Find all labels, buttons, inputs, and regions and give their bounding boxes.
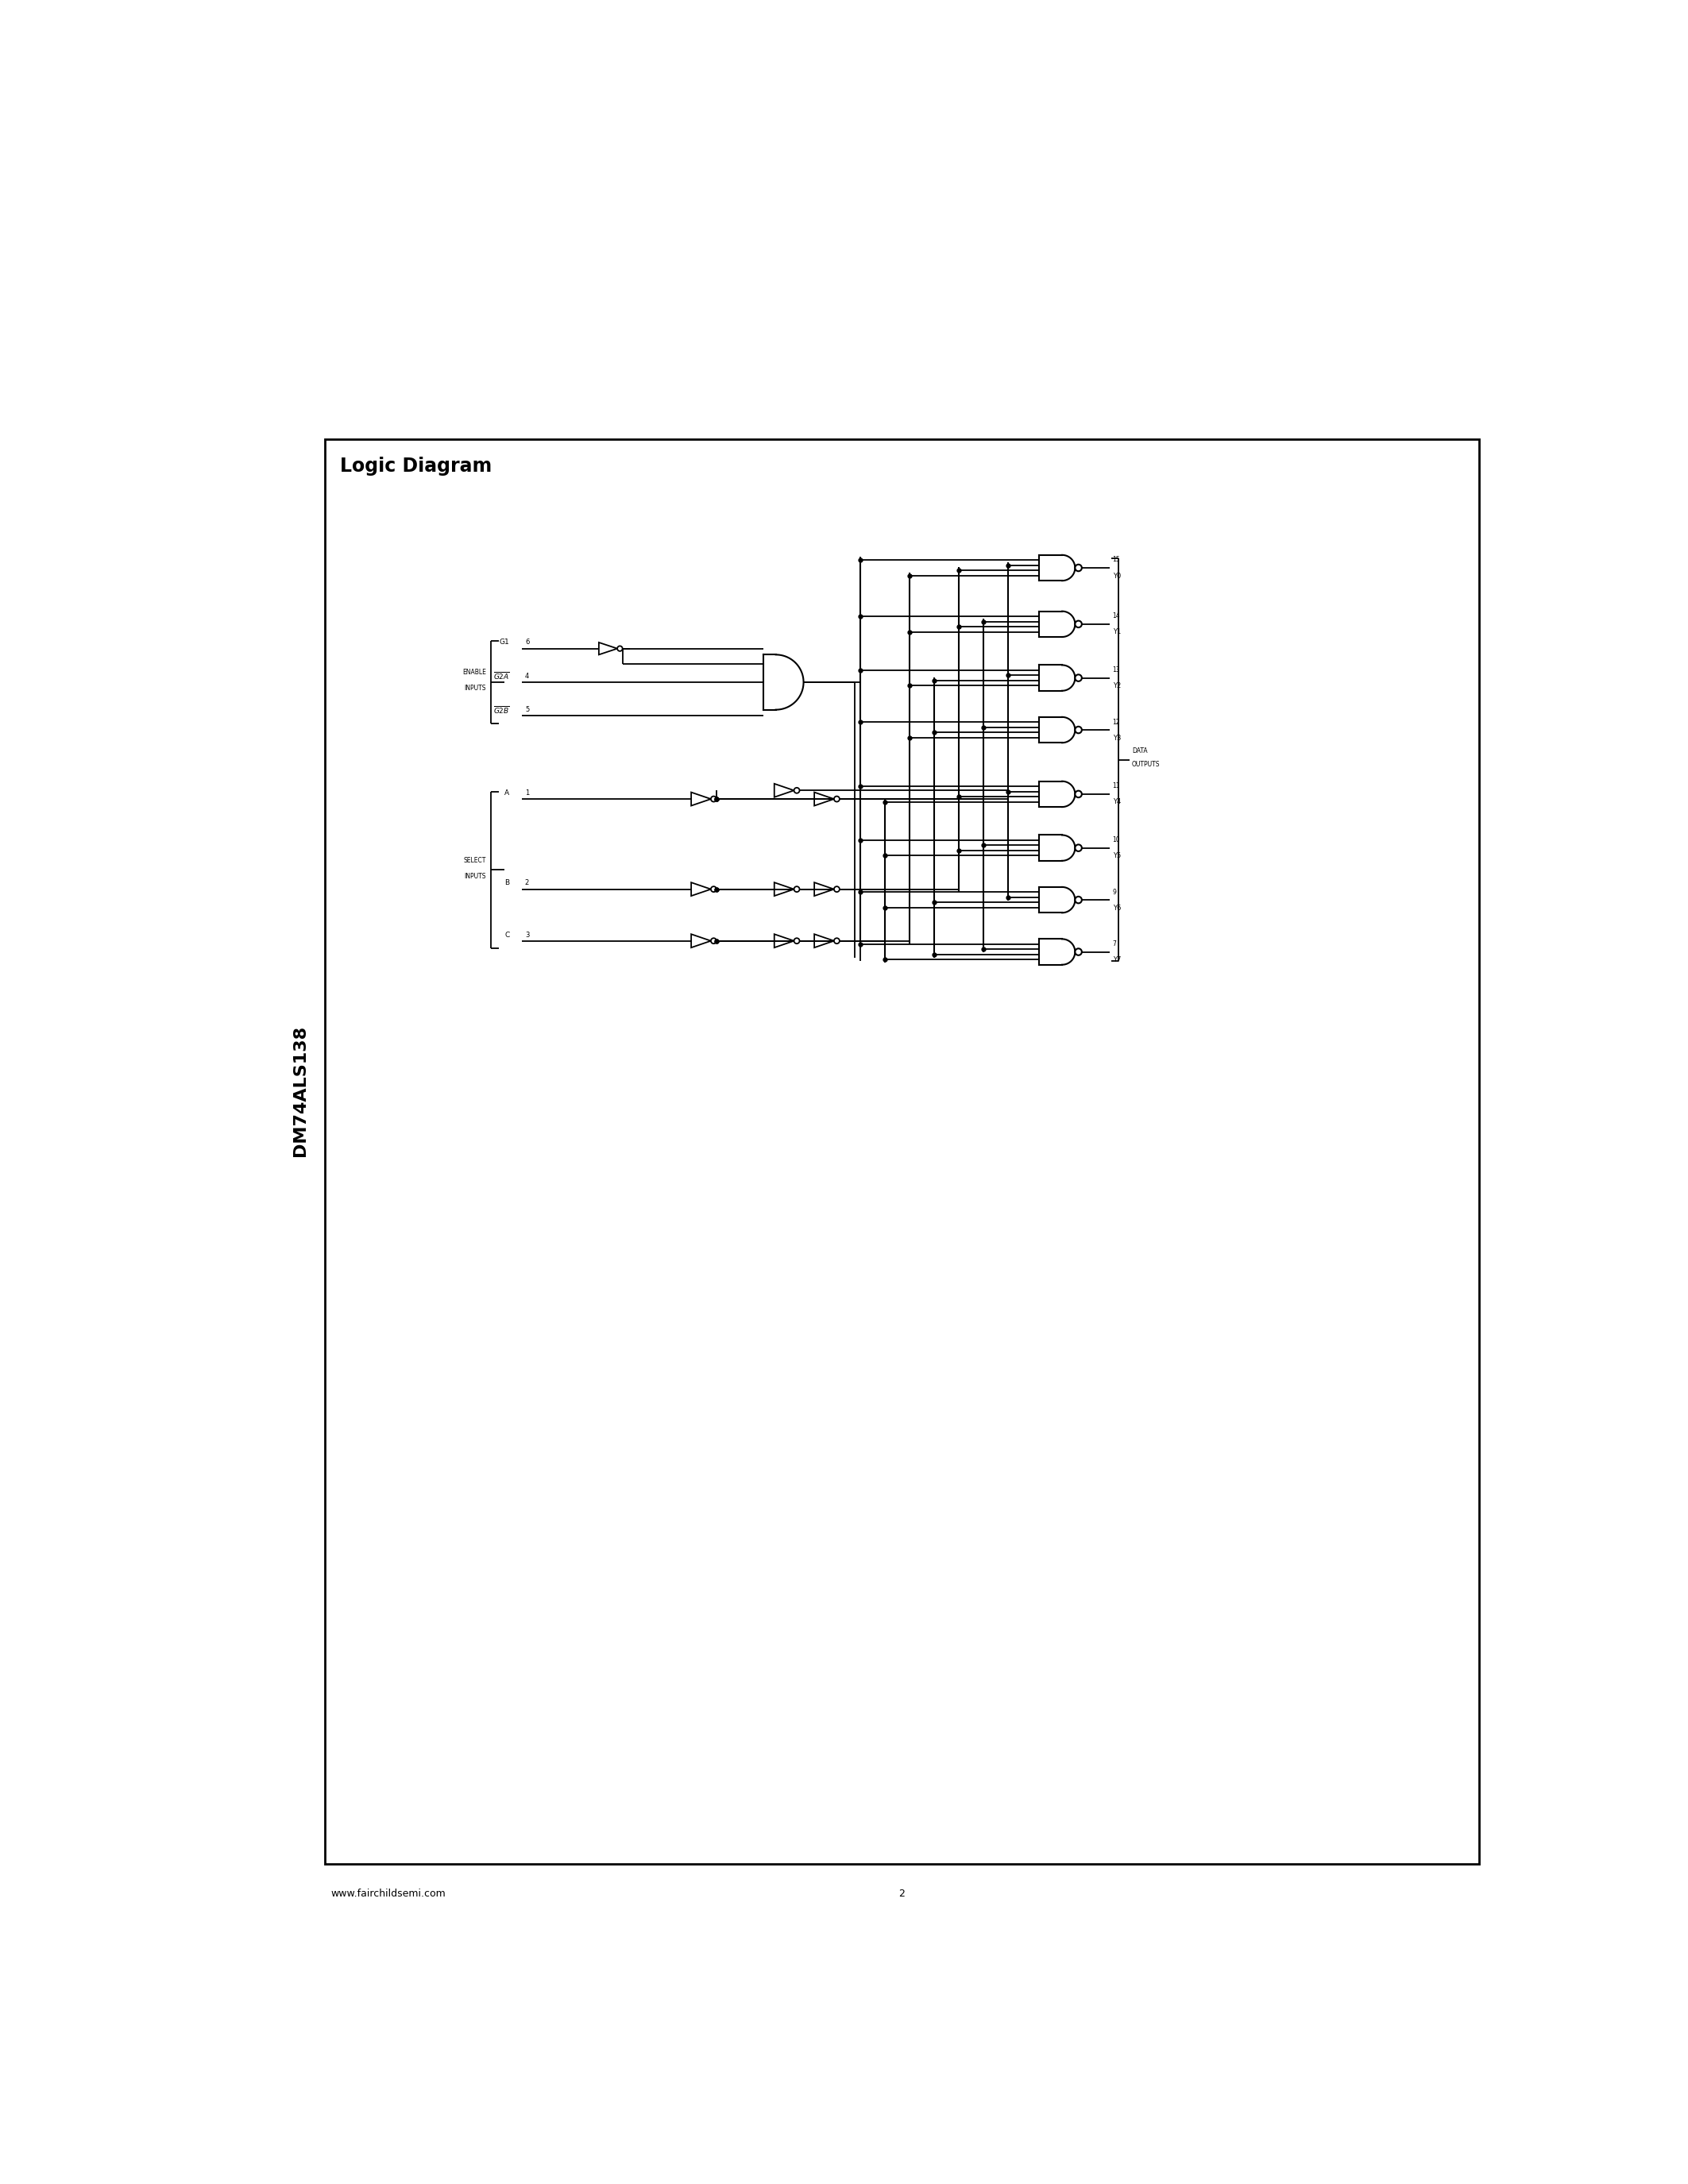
- Circle shape: [834, 887, 839, 891]
- Text: Y2: Y2: [1112, 681, 1121, 690]
- Text: 14: 14: [1112, 612, 1121, 620]
- Circle shape: [1075, 727, 1082, 734]
- Circle shape: [1075, 675, 1082, 681]
- Circle shape: [793, 939, 800, 943]
- Text: Y5: Y5: [1112, 852, 1121, 860]
- Text: INPUTS: INPUTS: [464, 871, 486, 880]
- Text: INPUTS: INPUTS: [464, 686, 486, 692]
- Text: www.fairchildsemi.com: www.fairchildsemi.com: [331, 1889, 446, 1898]
- Text: Y6: Y6: [1112, 904, 1121, 911]
- Text: Y7: Y7: [1112, 957, 1121, 963]
- Text: 11: 11: [1112, 782, 1121, 791]
- Circle shape: [1075, 791, 1082, 797]
- Text: Y1: Y1: [1112, 629, 1121, 636]
- Text: Logic Diagram: Logic Diagram: [341, 456, 493, 476]
- Circle shape: [618, 646, 623, 651]
- Text: 3: 3: [525, 930, 530, 939]
- Text: C: C: [505, 930, 510, 939]
- Text: Y4: Y4: [1112, 799, 1121, 806]
- Text: G1: G1: [500, 640, 510, 646]
- Text: ENABLE: ENABLE: [463, 668, 486, 677]
- Circle shape: [1075, 620, 1082, 627]
- Circle shape: [711, 939, 716, 943]
- Circle shape: [711, 797, 716, 802]
- Circle shape: [1075, 948, 1082, 954]
- Text: $\overline{G2A}$: $\overline{G2A}$: [493, 670, 510, 681]
- Text: 6: 6: [525, 640, 530, 646]
- Circle shape: [834, 939, 839, 943]
- Circle shape: [1075, 898, 1082, 904]
- Text: OUTPUTS: OUTPUTS: [1133, 762, 1160, 769]
- FancyBboxPatch shape: [324, 439, 1479, 1865]
- Text: 12: 12: [1112, 719, 1121, 725]
- Text: Y3: Y3: [1112, 734, 1121, 740]
- Text: $\overline{G2B}$: $\overline{G2B}$: [493, 703, 510, 714]
- Text: Y0: Y0: [1112, 572, 1121, 579]
- Text: B: B: [505, 880, 510, 887]
- Text: 10: 10: [1112, 836, 1121, 843]
- Text: 7: 7: [1112, 941, 1116, 948]
- Text: DM74ALS138: DM74ALS138: [292, 1024, 309, 1155]
- Text: 2: 2: [525, 880, 528, 887]
- Text: SELECT: SELECT: [464, 856, 486, 863]
- Circle shape: [793, 887, 800, 891]
- Text: A: A: [505, 788, 510, 797]
- Circle shape: [711, 887, 716, 891]
- Text: 1: 1: [525, 788, 528, 797]
- Text: 4: 4: [525, 673, 528, 679]
- Circle shape: [1075, 845, 1082, 852]
- Circle shape: [834, 797, 839, 802]
- Text: 15: 15: [1112, 557, 1121, 563]
- Text: 5: 5: [525, 705, 528, 714]
- Text: DATA: DATA: [1133, 747, 1148, 756]
- Circle shape: [1075, 563, 1082, 572]
- Text: 9: 9: [1112, 889, 1116, 895]
- Circle shape: [793, 788, 800, 793]
- Text: 13: 13: [1112, 666, 1121, 673]
- Text: 2: 2: [900, 1889, 905, 1898]
